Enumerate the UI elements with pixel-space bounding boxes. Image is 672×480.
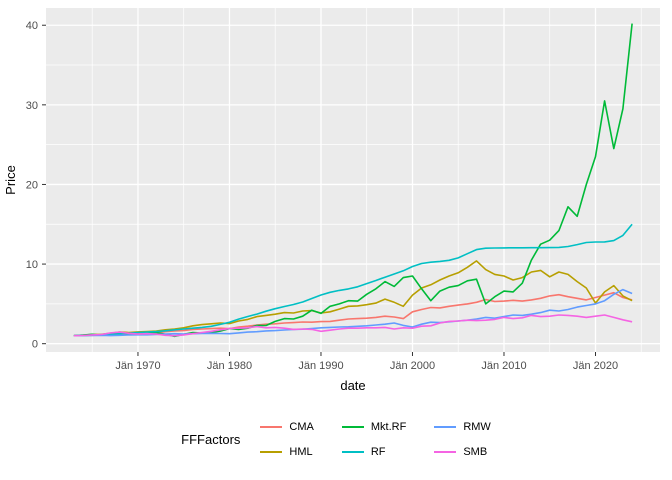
legend-line-RF [341, 450, 364, 453]
x-axis-title: date [340, 378, 365, 393]
x-tick-label: Jän 1980 [207, 360, 252, 372]
legend-item-SMB: SMB [434, 445, 491, 459]
legend-title: FFFactors [181, 431, 241, 447]
legend-line-Mkt.RF [341, 425, 364, 428]
legend-key-line-swatch [260, 420, 283, 434]
y-tick-label: 40 [26, 20, 38, 32]
series-line-CMA [73, 291, 633, 337]
legend-line-HML [260, 450, 283, 453]
legend-key-line-swatch [341, 420, 364, 434]
x-tick-label: Jän 2020 [573, 360, 618, 372]
legend-label-RMW: RMW [463, 420, 491, 433]
series-line-RMW [73, 288, 633, 337]
legend-items: CMA HML Mkt.RF RF RMW SMB [260, 420, 491, 459]
legend-line-RMW [434, 425, 457, 428]
legend-label-RF: RF [370, 445, 386, 458]
legend-item-RMW: RMW [434, 420, 491, 434]
series-line-SMB [73, 314, 633, 337]
y-tick-label: 20 [26, 179, 38, 191]
legend-label-CMA: CMA [289, 420, 314, 433]
legend-key-line-swatch [341, 445, 364, 459]
legend-column: CMA HML [260, 420, 314, 459]
legend-label-SMB: SMB [463, 445, 488, 458]
y-tick-label: 10 [26, 259, 38, 271]
x-tick-label: Jän 1970 [115, 360, 160, 372]
legend-label-Mkt.RF: Mkt.RF [370, 420, 407, 433]
legend-column: Mkt.RF RF [341, 420, 407, 459]
legend-column: RMW SMB [434, 420, 491, 459]
y-tick-label: 0 [32, 339, 38, 351]
legend-key-line-swatch [260, 445, 283, 459]
y-axis-title: Price [3, 165, 18, 195]
legend-key-line-swatch [434, 420, 457, 434]
legend-item-Mkt.RF: Mkt.RF [341, 420, 407, 434]
y-tick-label: 30 [26, 100, 38, 112]
legend: FFFactors CMA HML Mkt.RF RF RMW SMB [0, 398, 672, 480]
legend-line-CMA [260, 425, 283, 428]
legend-label-HML: HML [289, 445, 313, 458]
legend-item-RF: RF [341, 445, 406, 459]
legend-line-SMB [434, 450, 457, 453]
series-line-RF [73, 223, 633, 337]
legend-item-CMA: CMA [260, 420, 314, 434]
x-tick-label: Jän 2000 [390, 360, 435, 372]
legend-item-HML: HML [260, 445, 313, 459]
series-line-HML [73, 260, 633, 337]
legend-key-line-swatch [434, 445, 457, 459]
price-chart-svg: Jän 1970 Jän 1980 Jän 1990 Jän 2000 Jän 2010… [3, 8, 660, 393]
x-tick-label: Jän 2010 [481, 360, 526, 372]
x-tick-label: Jän 1990 [298, 360, 343, 372]
